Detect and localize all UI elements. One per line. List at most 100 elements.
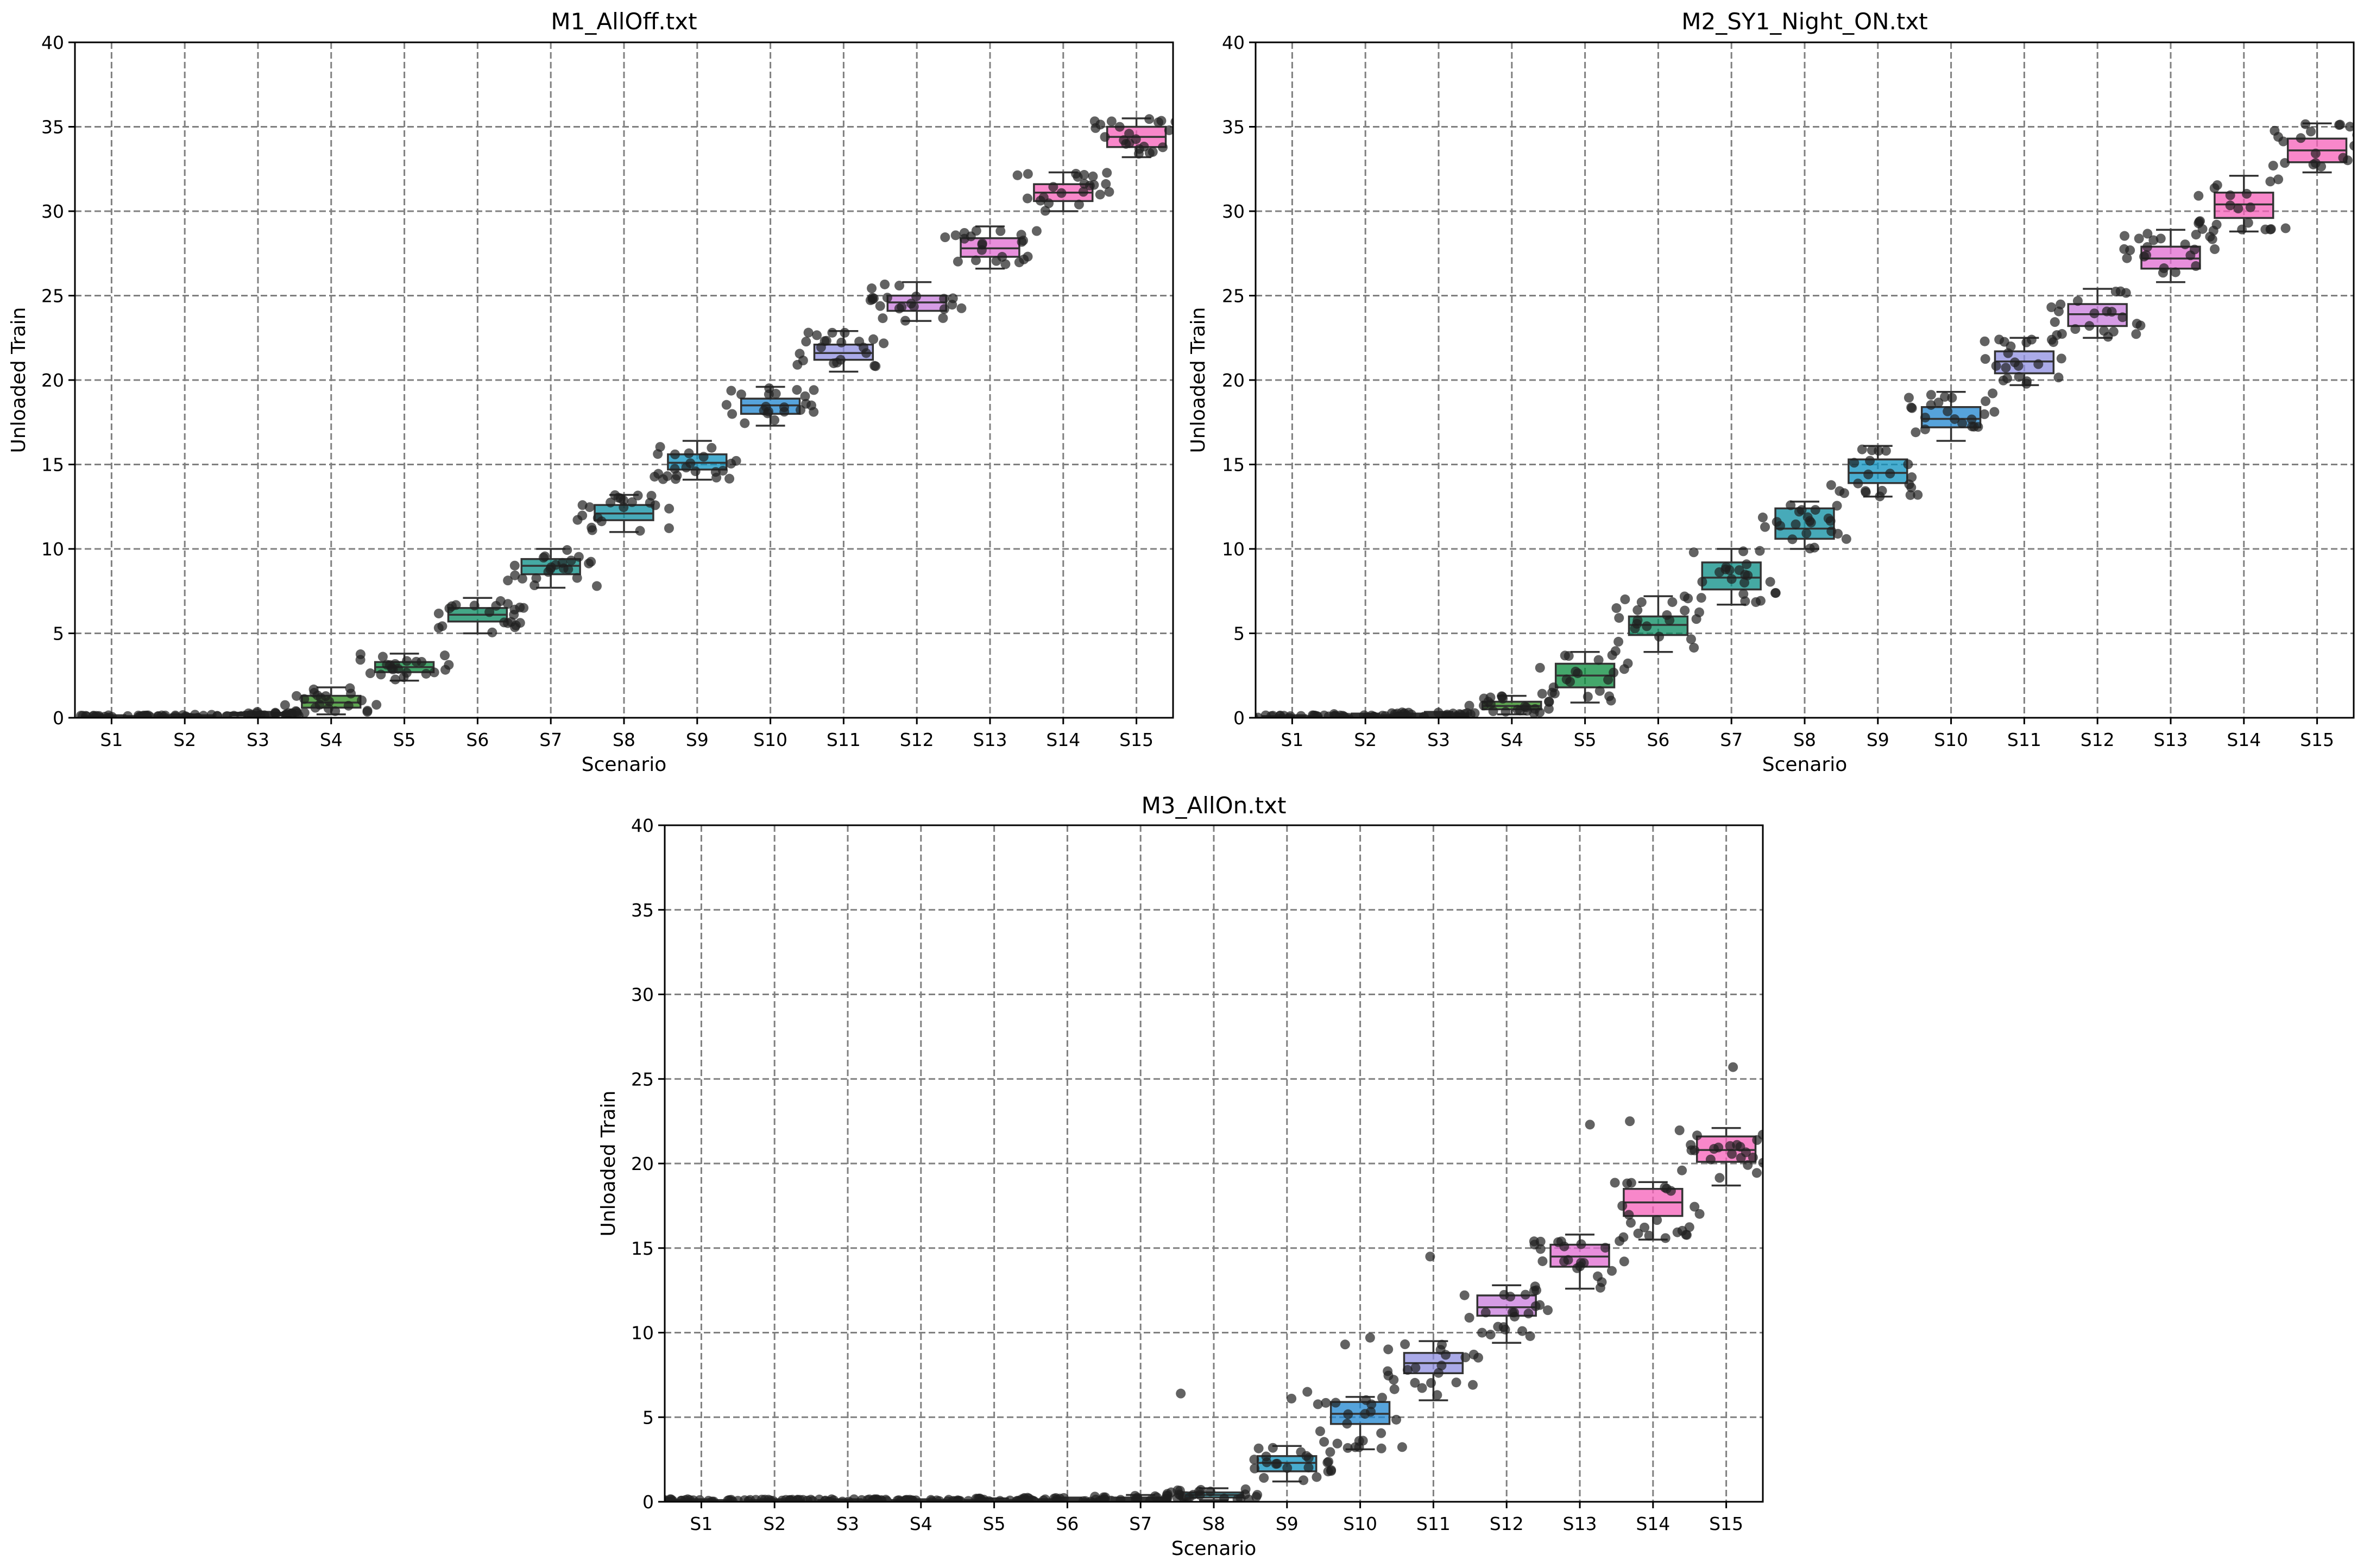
data-point bbox=[963, 1496, 974, 1502]
data-point bbox=[1644, 1230, 1654, 1241]
data-point bbox=[1354, 1436, 1364, 1446]
outlier-point bbox=[1176, 1388, 1186, 1399]
data-point bbox=[710, 467, 721, 477]
data-point bbox=[1994, 334, 2005, 345]
data-point bbox=[2273, 132, 2284, 142]
data-point bbox=[1688, 547, 1699, 558]
data-point bbox=[1435, 1345, 1446, 1355]
data-point bbox=[2296, 133, 2306, 143]
data-point bbox=[671, 474, 681, 484]
data-point bbox=[1617, 1200, 1628, 1211]
data-point bbox=[764, 1495, 774, 1502]
data-point bbox=[530, 580, 540, 591]
data-point bbox=[365, 668, 375, 679]
data-point bbox=[1632, 615, 1643, 625]
data-point bbox=[509, 560, 520, 571]
x-tick-label: S3 bbox=[836, 1513, 859, 1534]
data-point bbox=[1787, 534, 1798, 545]
data-point bbox=[1677, 1165, 1687, 1175]
data-point bbox=[1124, 138, 1134, 148]
data-point bbox=[1433, 1368, 1444, 1378]
data-point bbox=[433, 608, 444, 618]
data-point bbox=[1863, 469, 1874, 479]
data-point bbox=[1739, 578, 1750, 588]
data-point bbox=[655, 442, 665, 452]
data-point bbox=[821, 336, 831, 346]
data-point bbox=[1911, 427, 1921, 438]
data-point bbox=[1606, 1266, 1617, 1276]
data-point bbox=[2308, 159, 2318, 169]
data-point bbox=[592, 513, 603, 523]
subplot-title: M1_AllOff.txt bbox=[551, 8, 697, 35]
data-point bbox=[882, 293, 892, 303]
data-point bbox=[829, 1495, 839, 1502]
data-point bbox=[1343, 1409, 1353, 1419]
data-point bbox=[1933, 397, 1944, 408]
x-tick-label: S15 bbox=[1709, 1513, 1743, 1534]
data-point bbox=[970, 255, 981, 265]
data-point bbox=[1164, 125, 1173, 135]
y-tick-label: 25 bbox=[41, 286, 64, 307]
data-point bbox=[1156, 116, 1167, 126]
subplot-title: M2_SY1_Night_ON.txt bbox=[1681, 8, 1927, 35]
outlier-point bbox=[1287, 1393, 1297, 1403]
data-point bbox=[843, 1496, 854, 1502]
data-point bbox=[1402, 1365, 1413, 1375]
data-point bbox=[1535, 1244, 1546, 1254]
data-point bbox=[1694, 607, 1704, 617]
data-point bbox=[1095, 119, 1106, 130]
data-point bbox=[670, 449, 680, 459]
data-point bbox=[1906, 402, 1917, 413]
outlier-point bbox=[1625, 1116, 1635, 1127]
y-tick-label: 15 bbox=[1222, 454, 1245, 476]
data-point bbox=[1284, 712, 1295, 718]
data-point bbox=[1692, 1130, 1702, 1141]
data-point bbox=[1509, 1311, 1520, 1322]
y-tick-label: 30 bbox=[1222, 201, 1245, 222]
data-point bbox=[2121, 288, 2131, 298]
data-point bbox=[635, 526, 645, 536]
data-point bbox=[1102, 168, 1112, 178]
data-point bbox=[1720, 564, 1731, 574]
data-point bbox=[976, 245, 987, 255]
data-point bbox=[1594, 686, 1605, 696]
x-tick-label: S1 bbox=[690, 1513, 713, 1534]
x-tick-label: S7 bbox=[539, 729, 562, 750]
data-point bbox=[2057, 329, 2067, 339]
data-point bbox=[1262, 1457, 1272, 1468]
data-point bbox=[1361, 1395, 1371, 1405]
y-tick-label: 10 bbox=[41, 539, 64, 560]
data-point bbox=[591, 581, 602, 591]
data-point bbox=[160, 710, 171, 718]
data-point bbox=[2233, 204, 2243, 214]
data-point bbox=[1875, 491, 1885, 502]
data-point bbox=[1319, 1437, 1329, 1447]
data-point bbox=[2345, 122, 2354, 132]
data-point bbox=[1705, 1154, 1716, 1165]
data-point bbox=[563, 564, 573, 574]
data-point bbox=[1459, 1290, 1470, 1300]
x-tick-label: S2 bbox=[763, 1513, 786, 1534]
data-point bbox=[399, 672, 409, 682]
data-point bbox=[2225, 190, 2235, 200]
data-point bbox=[1537, 688, 1547, 699]
data-point bbox=[726, 385, 736, 396]
data-point bbox=[840, 327, 850, 338]
data-point bbox=[1624, 1210, 1634, 1220]
data-point bbox=[1907, 472, 1917, 482]
data-point bbox=[1684, 1222, 1694, 1232]
data-point bbox=[1426, 1378, 1436, 1388]
x-tick-label: S9 bbox=[1276, 1513, 1299, 1534]
data-point bbox=[1696, 593, 1706, 603]
data-point bbox=[299, 707, 310, 718]
x-tick-label: S1 bbox=[100, 729, 123, 750]
data-point bbox=[193, 712, 203, 718]
plot-frame bbox=[1255, 41, 2355, 719]
data-point bbox=[1642, 621, 1652, 631]
data-point bbox=[1520, 1289, 1530, 1300]
data-point bbox=[875, 301, 885, 311]
data-point bbox=[2131, 329, 2141, 339]
data-point bbox=[1493, 1322, 1503, 1332]
data-point bbox=[658, 474, 668, 484]
data-point bbox=[133, 710, 143, 718]
